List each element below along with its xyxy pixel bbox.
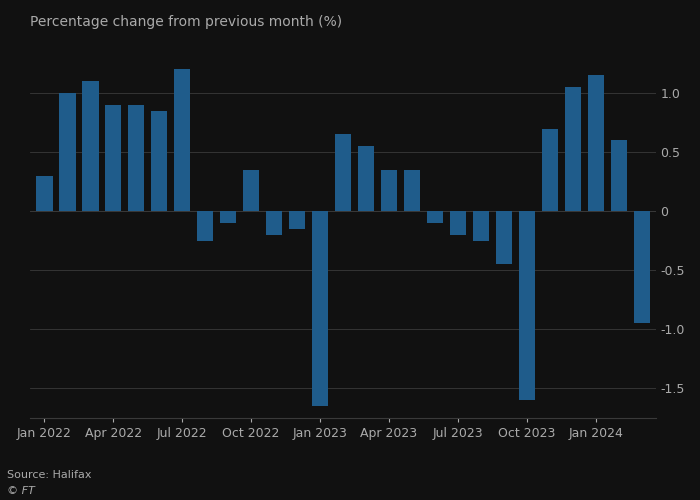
Bar <box>358 146 374 211</box>
Bar <box>542 128 558 211</box>
Bar <box>496 211 512 264</box>
Bar <box>59 93 76 211</box>
Bar <box>128 105 144 211</box>
Bar <box>197 211 214 240</box>
Bar <box>381 170 398 211</box>
Bar <box>312 211 328 406</box>
Bar <box>289 211 305 229</box>
Text: Source: Halifax: Source: Halifax <box>7 470 92 480</box>
Bar <box>427 211 443 223</box>
Bar <box>243 170 260 211</box>
Text: © FT: © FT <box>7 486 35 496</box>
Bar <box>335 134 351 211</box>
Bar <box>634 211 650 324</box>
Bar <box>220 211 237 223</box>
Bar <box>105 105 122 211</box>
Bar <box>36 176 52 211</box>
Bar <box>404 170 420 211</box>
Bar <box>174 70 190 211</box>
Bar <box>519 211 536 400</box>
Bar <box>449 211 466 235</box>
Text: Percentage change from previous month (%): Percentage change from previous month (%… <box>31 15 342 29</box>
Bar <box>565 87 581 211</box>
Bar <box>151 111 167 211</box>
Bar <box>266 211 282 235</box>
Bar <box>473 211 489 240</box>
Bar <box>587 76 604 211</box>
Bar <box>610 140 627 211</box>
Bar <box>82 81 99 211</box>
